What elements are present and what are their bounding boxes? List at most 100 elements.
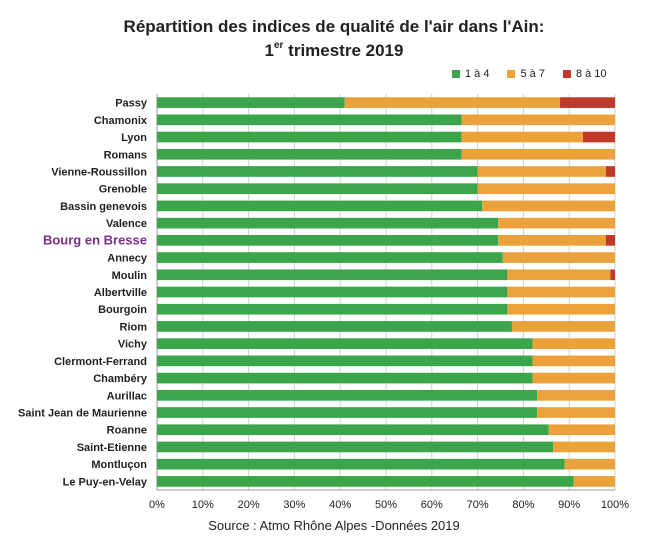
bar-segment-3 (560, 97, 615, 108)
bar-segment-2 (507, 269, 611, 281)
x-tick-label: 60% (421, 499, 443, 511)
bar-segment-1 (157, 183, 478, 195)
category-label: Passy (115, 98, 148, 110)
category-label: Annecy (107, 253, 148, 265)
bar-segment-2 (344, 97, 561, 108)
category-label: Romans (104, 149, 147, 161)
bar-segment-1 (157, 355, 533, 367)
title-superscript: er (273, 40, 284, 52)
legend-item: 1 à 4 (452, 68, 489, 80)
bar-segment-2 (461, 148, 615, 160)
bar-segment-2 (498, 217, 615, 229)
bar-segment-1 (157, 424, 549, 436)
x-tick-label: 20% (238, 499, 260, 511)
bar-segment-1 (157, 166, 478, 177)
category-label: Vienne-Roussillon (51, 166, 147, 178)
category-label: Moulin (112, 270, 148, 282)
legend-swatch (562, 70, 571, 78)
bar-segment-1 (157, 321, 512, 332)
legend-label: 5 à 7 (520, 68, 545, 80)
bar-segment-2 (537, 407, 615, 418)
bar-segment-2 (532, 372, 615, 384)
bar-segment-2 (548, 424, 615, 436)
bar-segment-2 (537, 389, 615, 401)
category-label: Aurillac (107, 390, 147, 402)
bar-segment-1 (157, 269, 508, 281)
category-label: Chambéry (93, 373, 148, 385)
bar-segment-3 (605, 235, 615, 246)
legend-label: 1 à 4 (465, 68, 490, 80)
category-label: Albertville (94, 287, 147, 299)
category-label: Bourgoin (98, 304, 147, 316)
bar-segment-1 (157, 217, 499, 229)
legend-swatch (452, 70, 460, 78)
bar-segment-1 (157, 458, 565, 470)
legend-item: 5 à 7 (507, 68, 545, 80)
bar-segment-1 (157, 338, 533, 349)
bar-segment-2 (507, 286, 615, 298)
category-label: Montluçon (91, 459, 147, 471)
x-tick-label: 70% (467, 499, 489, 511)
category-label: Bassin genevois (60, 201, 147, 213)
bar-segment-3 (582, 131, 615, 143)
bar-segment-2 (477, 166, 606, 177)
bar-segment-3 (605, 166, 615, 177)
bar-segment-2 (532, 338, 615, 349)
bar-segment-1 (157, 407, 538, 418)
bar-segment-2 (461, 114, 615, 126)
bar-segment-2 (461, 131, 583, 143)
x-tick-label: 0% (149, 499, 165, 511)
x-tick-label: 90% (558, 499, 580, 511)
legend-label: 8 à 10 (575, 68, 607, 80)
legend-item: 8 à 10 (562, 68, 607, 80)
bar-segment-2 (553, 441, 615, 453)
bar-segment-1 (157, 389, 538, 401)
category-label: Lyon (121, 132, 147, 144)
bar-segment-1 (157, 235, 499, 246)
category-label: Bourg en Bresse (43, 232, 147, 247)
x-tick-label: 30% (283, 499, 305, 511)
bar-segment-2 (507, 303, 615, 315)
title-number: 1 (264, 41, 274, 60)
bar-segment-2 (482, 200, 615, 212)
bar-segment-1 (157, 131, 462, 143)
bar-segment-1 (157, 476, 574, 487)
x-tick-label: 10% (192, 499, 214, 511)
bar-segment-1 (157, 441, 554, 453)
bar-segment-1 (157, 97, 345, 108)
bar-segment-2 (477, 183, 615, 195)
bar-segment-2 (511, 321, 615, 332)
category-label: Clermont-Ferrand (54, 356, 147, 368)
legend: 1 à 4 5 à 7 8 à 10 (452, 68, 625, 80)
bar-segment-1 (157, 114, 462, 126)
category-label: Grenoble (99, 184, 147, 196)
x-tick-label: 40% (329, 499, 351, 511)
x-tick-label: 100% (601, 499, 629, 511)
bar-segment-3 (610, 269, 615, 281)
title-suffix: trimestre 2019 (283, 41, 404, 60)
chart-title-line1: Répartition des indices de qualité de l'… (123, 17, 545, 36)
bar-segment-2 (573, 476, 615, 487)
bar-segment-1 (157, 148, 462, 160)
category-label: Roanne (107, 425, 147, 437)
bar-segment-1 (157, 303, 508, 315)
category-label: Riom (120, 321, 148, 333)
category-label: Le Puy-en-Velay (63, 476, 148, 488)
bar-segment-1 (157, 372, 533, 384)
bar-segment-2 (502, 252, 615, 263)
x-tick-label: 50% (375, 499, 397, 511)
category-label: Saint-Etienne (77, 442, 147, 454)
category-label: Chamonix (94, 115, 148, 127)
bar-segment-2 (498, 235, 606, 246)
category-label: Saint Jean de Maurienne (18, 408, 147, 420)
source-note: Source : Atmo Rhône Alpes -Données 2019 (208, 518, 460, 533)
x-tick-label: 80% (512, 499, 534, 511)
category-label: Vichy (118, 339, 148, 351)
chart-title-line2: 1er trimestre 2019 (0, 40, 668, 62)
category-label: Valence (106, 218, 147, 230)
legend-swatch (507, 70, 516, 78)
bar-segment-1 (157, 252, 503, 263)
bar-segment-2 (532, 355, 615, 367)
bar-segment-2 (564, 458, 615, 470)
